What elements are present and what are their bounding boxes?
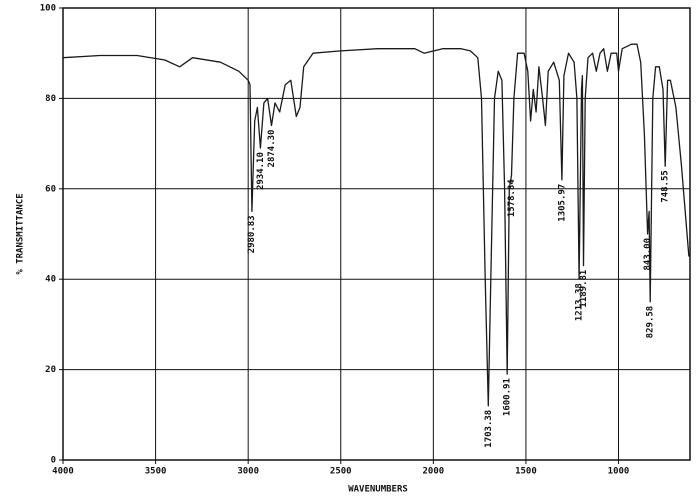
x-tick-label: 1500 bbox=[515, 467, 537, 477]
x-tick-label: 1000 bbox=[608, 467, 630, 477]
x-tick-label: 4000 bbox=[52, 467, 74, 477]
x-tick-label: 2500 bbox=[330, 467, 352, 477]
peak-label: 1703.38 bbox=[484, 410, 494, 448]
peak-label: 1189.81 bbox=[579, 270, 589, 308]
y-tick-label: 40 bbox=[45, 275, 56, 285]
peak-label: 843.00 bbox=[643, 238, 653, 271]
x-tick-label: 2000 bbox=[423, 467, 445, 477]
spectrum-line bbox=[62, 43, 690, 407]
y-tick-label: 0 bbox=[51, 456, 56, 466]
y-tick-label: 60 bbox=[45, 184, 56, 194]
peak-label: 748.55 bbox=[661, 170, 671, 203]
peak-label: 829.58 bbox=[646, 306, 656, 339]
x-axis-label: WAVENUMBERS bbox=[348, 485, 408, 495]
peak-label: 1213.38 bbox=[575, 283, 585, 321]
peak-label: 1305.97 bbox=[557, 184, 567, 222]
peak-label: 2934.10 bbox=[256, 152, 266, 190]
y-tick-label: 100 bbox=[40, 4, 56, 14]
y-tick-label: 20 bbox=[45, 365, 56, 375]
peak-label: 1578.84 bbox=[507, 179, 517, 218]
peak-label: 2980.83 bbox=[247, 215, 257, 253]
x-tick-label: 3000 bbox=[237, 467, 259, 477]
y-tick-label: 80 bbox=[45, 94, 56, 104]
peak-label: 1600.91 bbox=[503, 378, 513, 416]
peak-label: 2874.30 bbox=[267, 130, 277, 168]
y-axis-label: % TRANSMITTANCE bbox=[16, 193, 26, 274]
plot-frame bbox=[62, 7, 691, 461]
x-tick-label: 3500 bbox=[145, 467, 167, 477]
